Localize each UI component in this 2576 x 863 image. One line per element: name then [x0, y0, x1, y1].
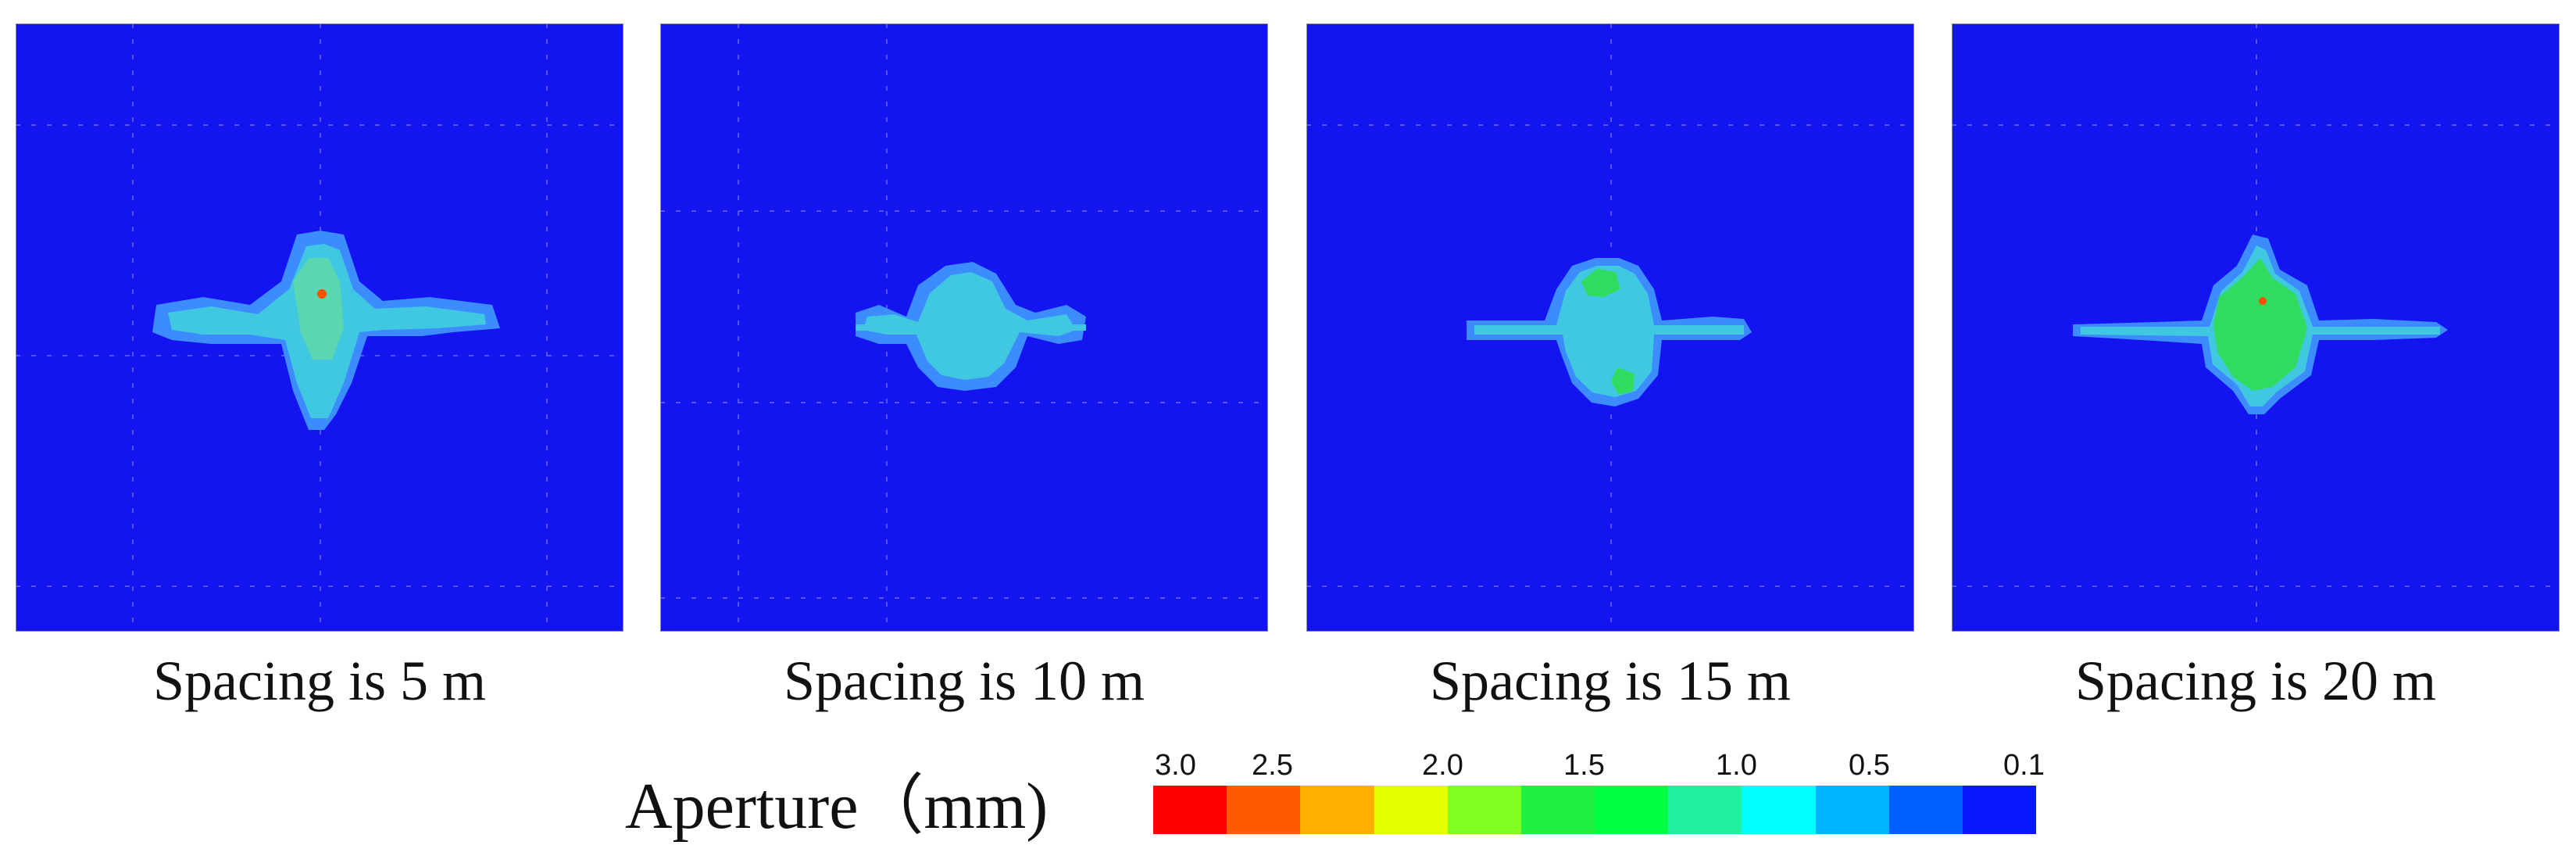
- fracture-zone-10m: [856, 262, 1086, 391]
- aperture-panel-5m: [16, 23, 623, 632]
- caption-10m: Spacing is 10 m: [784, 650, 1145, 712]
- aperture-panel-10m: [660, 23, 1268, 632]
- caption-5m: Spacing is 5 m: [153, 650, 486, 712]
- color-scale-segment: [1888, 786, 1963, 834]
- tick-2-5: 2.5: [1252, 749, 1293, 782]
- aperture-map-20m: [1952, 23, 2560, 632]
- aperture-map-15m: [1306, 23, 1914, 632]
- tick-0-1: 0.1: [2003, 749, 2045, 782]
- color-scale-segment: [1153, 786, 1227, 834]
- color-scale-segment: [1742, 786, 1816, 834]
- fracture-zone-20m: [2073, 235, 2448, 414]
- tick-1-5: 1.5: [1563, 749, 1605, 782]
- tick-2-0: 2.0: [1422, 749, 1463, 782]
- color-scale-segment: [1447, 786, 1522, 834]
- aperture-map-5m: [16, 23, 623, 632]
- legend-title: Aperture（mm): [625, 770, 1049, 843]
- tick-3-0: 3.0: [1155, 749, 1196, 782]
- color-scale-segment: [1962, 786, 2037, 834]
- fracture-zone-5m: [152, 231, 500, 430]
- caption-15m: Spacing is 15 m: [1430, 650, 1791, 712]
- tick-0-5: 0.5: [1849, 749, 1890, 782]
- color-scale-segment: [1815, 786, 1890, 834]
- aperture-map-10m: [660, 23, 1268, 632]
- color-scale-segment: [1300, 786, 1374, 834]
- aperture-panel-15m: [1306, 23, 1914, 632]
- color-scale-segment: [1595, 786, 1669, 834]
- color-scale-bar: [1153, 786, 2037, 834]
- caption-20m: Spacing is 20 m: [2075, 650, 2436, 712]
- color-scale-segment: [1227, 786, 1301, 834]
- fracture-zone-15m: [1467, 258, 1752, 406]
- color-scale-segment: [1374, 786, 1449, 834]
- color-scale-segment: [1520, 786, 1595, 834]
- tick-1-0: 1.0: [1716, 749, 1757, 782]
- color-scale-segment: [1668, 786, 1742, 834]
- aperture-panel-20m: [1952, 23, 2560, 632]
